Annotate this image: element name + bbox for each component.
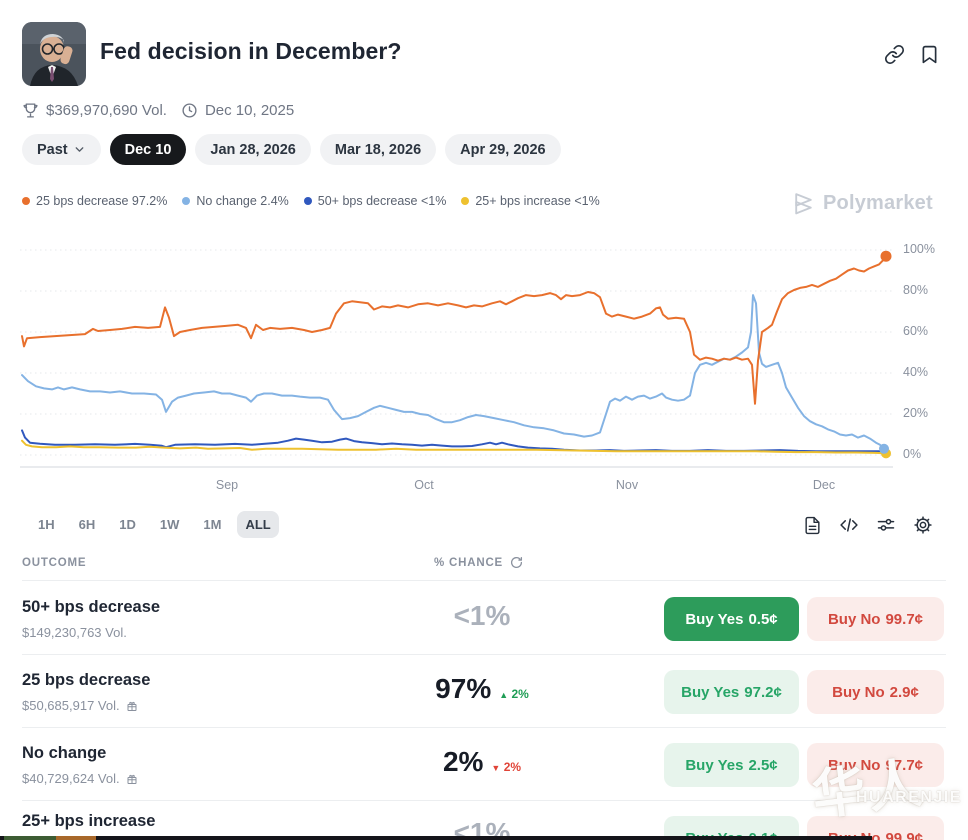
legend-item: No change 2.4% [182, 194, 289, 208]
file-text-icon[interactable] [803, 516, 822, 535]
divider [22, 727, 946, 728]
time-filter-1h[interactable]: 1H [38, 517, 55, 532]
legend-label: No change 2.4% [196, 194, 289, 208]
y-tick: 60% [903, 324, 929, 338]
y-tick: 20% [903, 406, 929, 420]
tab-label: Jan 28, 2026 [210, 141, 296, 158]
time-filter-1w[interactable]: 1W [159, 517, 180, 532]
page-title: Fed decision in December? [100, 38, 402, 64]
tab-jan-28-2026[interactable]: Jan 28, 2026 [195, 134, 311, 165]
outcome-column-header: OUTCOME [22, 557, 87, 569]
clipped-content-edge [0, 836, 872, 840]
polymarket-watermark: Polymarket [791, 191, 933, 216]
tab-label: Dec 10 [124, 141, 172, 158]
x-tick: Oct [414, 478, 434, 492]
divider [22, 654, 946, 655]
legend-item: 25+ bps increase <1% [461, 194, 600, 208]
legend-label: 25 bps decrease 97.2% [36, 194, 168, 208]
y-tick: 0% [903, 447, 922, 461]
y-tick: 80% [903, 283, 929, 297]
market-avatar [22, 22, 86, 86]
outcome-name: 25 bps decrease [22, 671, 151, 689]
buy-yes-button[interactable]: Buy Yes 97.2¢ [664, 670, 799, 714]
chart-toolbar [803, 515, 933, 535]
gift-icon [127, 774, 137, 784]
polymarket-logo-icon [795, 193, 812, 215]
polymarket-wordmark: Polymarket [823, 192, 933, 214]
market-end-date: Dec 10, 2025 [204, 102, 295, 119]
chance-value: <1% [453, 600, 511, 631]
refresh-icon[interactable] [510, 556, 523, 569]
market-meta: $369,970,690 Vol. Dec 10, 2025 [22, 102, 294, 119]
x-tick: Dec [812, 478, 836, 492]
tab-mar-18-2026[interactable]: Mar 18, 2026 [319, 134, 437, 165]
chance-delta-down: ▼ 2% [491, 760, 522, 774]
buy-no-button[interactable]: Buy No 97.7¢ [807, 743, 944, 787]
legend-dot-lightblue [182, 197, 191, 205]
buy-no-button[interactable]: Buy No 2.9¢ [807, 670, 944, 714]
outcome-name: 25+ bps increase [22, 812, 156, 830]
time-filter-1d[interactable]: 1D [119, 517, 136, 532]
legend-dot-yellow [461, 197, 470, 205]
y-tick: 40% [903, 365, 929, 379]
time-filter-1m[interactable]: 1M [203, 517, 222, 532]
trophy-icon [23, 103, 38, 118]
powell-photo [22, 22, 86, 86]
legend-item: 50+ bps decrease <1% [303, 194, 447, 208]
outcome-volume: $50,685,917 Vol. [22, 698, 138, 713]
tab-dec-10[interactable]: Dec 10 [109, 134, 187, 165]
chevron-down-icon [75, 147, 84, 152]
legend-item: 25 bps decrease 97.2% [22, 194, 167, 208]
outcome-volume: $149,230,763 Vol. [22, 625, 127, 640]
outcome-name: No change [22, 744, 107, 762]
outcome-name: 50+ bps decrease [22, 598, 161, 616]
gift-icon [127, 701, 137, 711]
y-tick: 100% [903, 242, 935, 256]
chart-legend: 25 bps decrease 97.2% No change 2.4% 50+… [22, 194, 600, 208]
past-dropdown[interactable]: Past [22, 134, 101, 165]
chance-value: 97% ▲ 2% [435, 673, 529, 704]
gear-icon[interactable] [913, 515, 933, 535]
market-tabs: Past Dec 10 Jan 28, 2026 Mar 18, 2026 Ap… [22, 134, 561, 165]
buy-yes-button[interactable]: Buy Yes 0.5¢ [664, 597, 799, 641]
time-filter-all[interactable]: ALL [237, 511, 279, 538]
chance-delta-up: ▲ 2% [499, 687, 529, 701]
bookmark-icon[interactable] [919, 44, 940, 65]
x-tick: Sep [215, 478, 239, 492]
buy-no-button[interactable]: Buy No 99.7¢ [807, 597, 944, 641]
tab-label: Apr 29, 2026 [460, 141, 546, 158]
chance-value: 2% ▼ 2% [442, 746, 522, 777]
code-icon[interactable] [839, 515, 859, 535]
market-volume: $369,970,690 Vol. [46, 102, 167, 119]
clock-icon [182, 103, 197, 118]
price-chart[interactable] [0, 238, 968, 473]
divider [22, 800, 946, 801]
buy-yes-button[interactable]: Buy Yes 2.5¢ [664, 743, 799, 787]
legend-dot-darkblue [303, 197, 312, 205]
outcome-volume: $40,729,624 Vol. [22, 771, 138, 786]
legend-dot-orange [22, 197, 30, 205]
copy-link-icon[interactable] [884, 44, 905, 65]
x-tick: Nov [615, 478, 639, 492]
legend-label: 25+ bps increase <1% [475, 194, 600, 208]
legend-label: 50+ bps decrease <1% [317, 194, 447, 208]
tab-label: Mar 18, 2026 [334, 141, 422, 158]
chance-value: <1% [453, 817, 511, 840]
time-filter-bar: 1H 6H 1D 1W 1M ALL [30, 511, 279, 538]
chance-column-header: % CHANCE [434, 556, 523, 569]
site-watermark-en: HUARENJIE [856, 789, 962, 806]
divider [22, 580, 946, 581]
sliders-icon[interactable] [876, 515, 896, 535]
past-label: Past [37, 141, 68, 158]
tab-apr-29-2026[interactable]: Apr 29, 2026 [445, 134, 561, 165]
time-filter-6h[interactable]: 6H [78, 517, 96, 532]
